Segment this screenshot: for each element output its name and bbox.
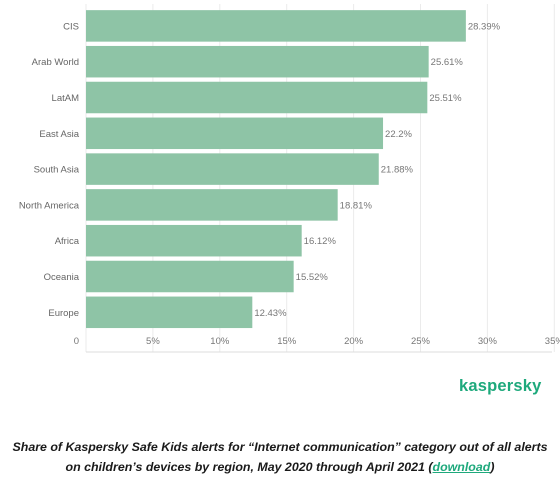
category-label: Africa <box>55 236 80 247</box>
x-tick-label: 20% <box>344 336 364 347</box>
figure-caption: Share of Kaspersky Safe Kids alerts for … <box>12 437 548 477</box>
data-label: 22.2% <box>385 129 412 140</box>
bar-chart: CIS 28.39% Arab World 25.61% LatAM 25.51% East… <box>19 4 560 353</box>
category-label: Arab World <box>32 57 79 68</box>
data-label: 16.12% <box>304 236 337 247</box>
category-label: Oceania <box>44 272 80 283</box>
bar <box>86 81 428 114</box>
x-tick-label: 25% <box>411 336 431 347</box>
bar <box>86 10 466 42</box>
bar <box>86 153 379 185</box>
bar <box>86 224 302 257</box>
bar <box>86 45 429 78</box>
category-label: LatAM <box>52 93 80 104</box>
data-label: 25.51% <box>429 93 462 104</box>
x-tick-label: 30% <box>478 336 498 347</box>
bar <box>86 117 384 150</box>
data-label: 28.39% <box>468 21 501 32</box>
data-label: 18.81% <box>340 200 373 211</box>
data-label: 21.88% <box>381 165 414 176</box>
x-tick-label: 35% <box>545 336 560 347</box>
data-label: 15.52% <box>296 272 329 283</box>
bar <box>86 296 253 329</box>
x-tick-label: 5% <box>146 336 160 347</box>
x-tick-label: 0 <box>74 336 79 347</box>
x-tick-label: 15% <box>277 336 297 347</box>
x-tick-label: 10% <box>210 336 230 347</box>
category-label: East Asia <box>39 129 79 140</box>
category-label: Europe <box>48 308 79 319</box>
caption-text: Share of Kaspersky Safe Kids alerts for … <box>12 440 548 474</box>
bars: CIS 28.39% Arab World 25.61% LatAM 25.51% East… <box>19 10 501 329</box>
kaspersky-logo: kaspersky <box>459 377 542 395</box>
x-axis-ticks: 0 5% 10% 15% 20% 25% 30% 35% <box>74 336 560 347</box>
category-label: CIS <box>63 21 79 32</box>
data-label: 25.61% <box>431 57 464 68</box>
caption-suffix: ) <box>490 460 495 474</box>
category-label: North America <box>19 200 80 211</box>
bar <box>86 260 294 293</box>
download-link[interactable]: download <box>432 460 491 474</box>
bar <box>86 189 338 221</box>
data-label: 12.43% <box>254 308 287 319</box>
category-label: South Asia <box>34 165 80 176</box>
